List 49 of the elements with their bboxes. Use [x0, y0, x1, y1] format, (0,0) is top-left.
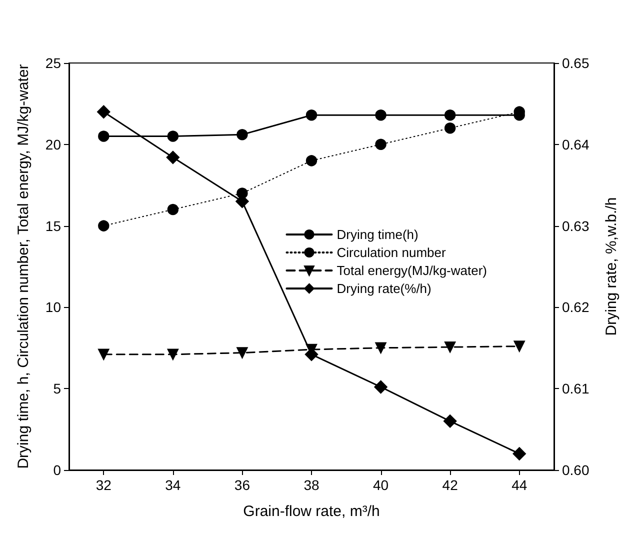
y2-tick-label: 0.64: [562, 136, 590, 152]
y2-tick-label: 0.63: [562, 218, 590, 234]
point: [97, 105, 110, 118]
legend-label: Circulation number: [336, 245, 447, 260]
x-tick-label: 38: [304, 477, 320, 493]
legend-label: Drying time(h): [336, 227, 418, 242]
point: [375, 110, 386, 121]
point: [236, 188, 248, 199]
x-tick-label: 34: [165, 477, 181, 493]
point: [444, 122, 456, 134]
y-axis-title: Drying time, h, Circulation number, Total energy, MJ/kg-water: [15, 64, 32, 469]
point: [98, 220, 110, 232]
x-tick-label: 40: [372, 477, 389, 493]
point: [512, 447, 526, 460]
y-tick-label: 20: [45, 136, 62, 152]
y-tick-label: 5: [53, 380, 62, 397]
point: [167, 348, 179, 360]
x-tick-label: 32: [96, 477, 112, 493]
y2-tick-label: 0.62: [562, 299, 590, 316]
y2-tick-label: 0.65: [562, 55, 590, 71]
point: [166, 150, 180, 164]
point: [167, 130, 179, 142]
point: [444, 341, 456, 353]
point: [98, 130, 110, 142]
x-tick-label: 44: [512, 477, 528, 493]
y2-axis-title: Drying rate, %,w.b./h: [603, 197, 620, 336]
point: [374, 380, 388, 394]
point: [236, 129, 248, 140]
y2-tick-label: 0.60: [562, 462, 590, 478]
point: [167, 204, 179, 216]
point: [236, 347, 248, 358]
legend-label: Drying rate(%/h): [336, 281, 432, 296]
y-tick-label: 0: [53, 462, 62, 478]
point: [306, 155, 318, 166]
point: [443, 414, 457, 428]
point: [514, 340, 525, 352]
point: [306, 110, 318, 121]
y-tick-label: 15: [45, 218, 62, 234]
y-tick-label: 25: [45, 55, 62, 71]
legend-label: Total energy(MJ/kg-water): [336, 263, 488, 278]
y2-tick-label: 0.61: [562, 380, 590, 397]
point: [98, 348, 110, 360]
point: [375, 342, 386, 354]
y-tick-label: 10: [45, 299, 62, 316]
x-tick-label: 36: [234, 477, 250, 493]
x-axis-title: Grain-flow rate, m³/h: [243, 503, 380, 520]
point: [444, 110, 456, 121]
x-tick-label: 42: [442, 477, 458, 493]
point: [375, 138, 386, 150]
